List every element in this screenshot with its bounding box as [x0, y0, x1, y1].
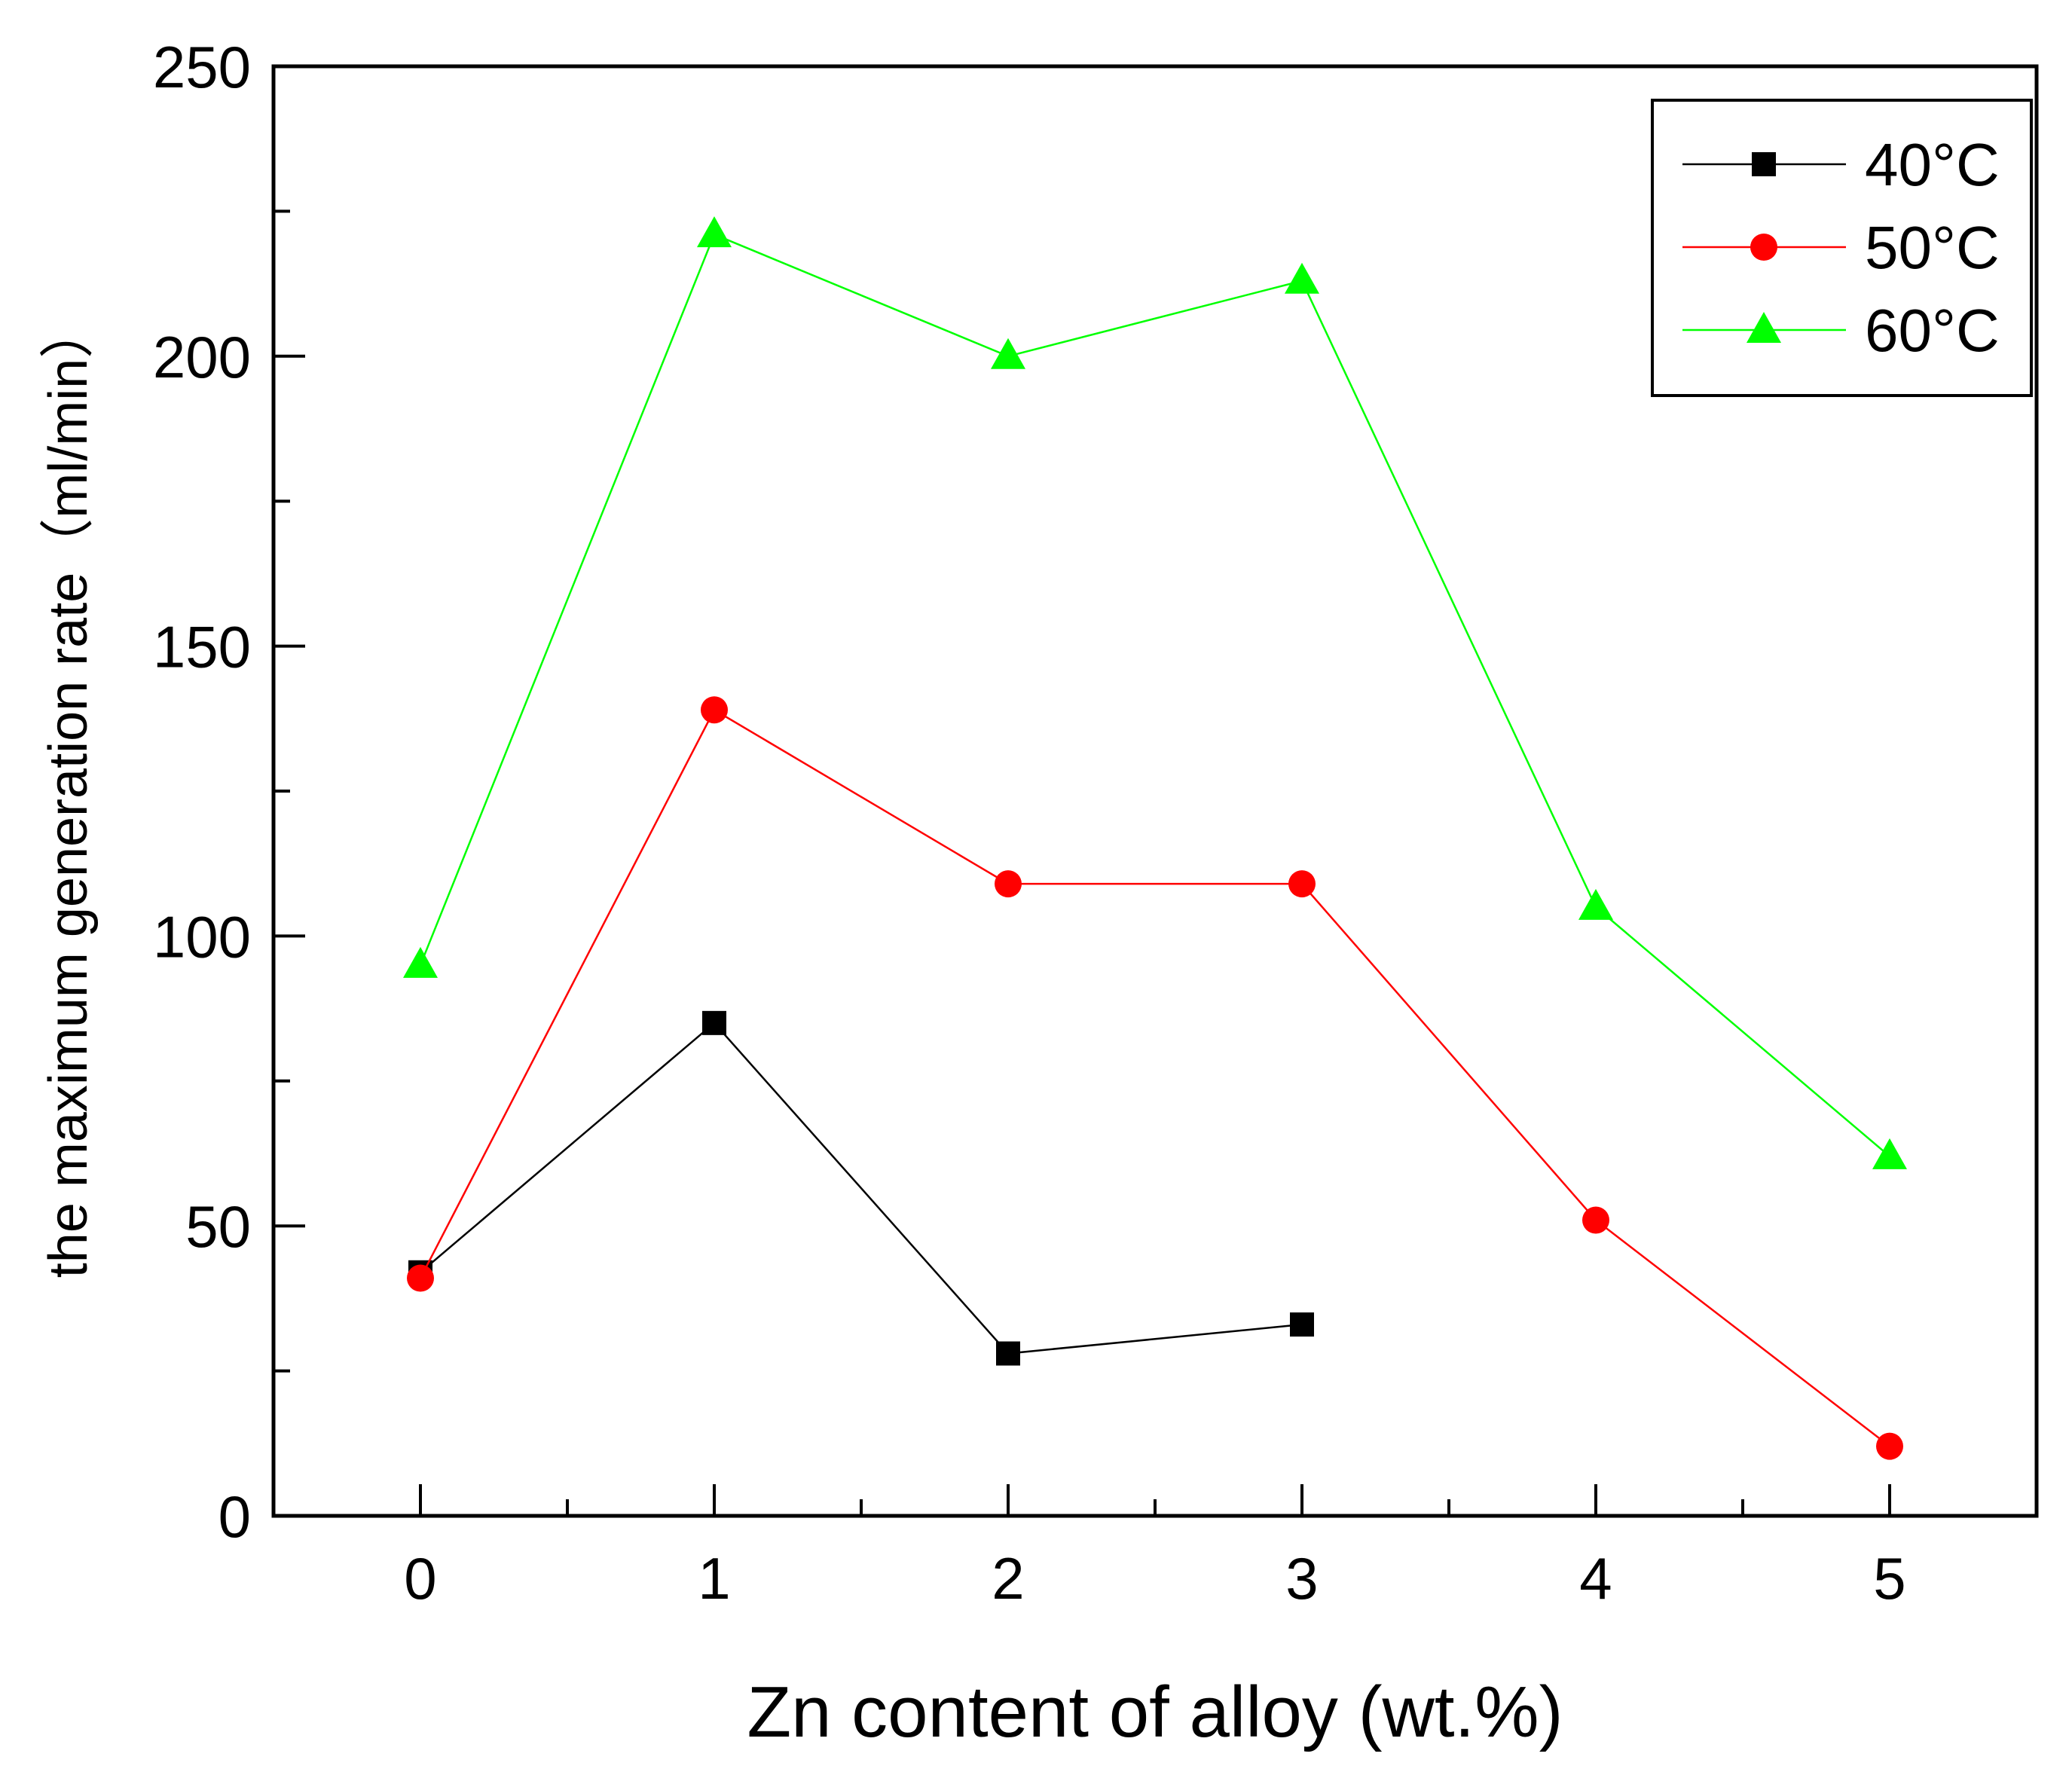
legend-label: 40°C [1865, 131, 2000, 198]
y-tick-label: 200 [153, 324, 251, 390]
y-tick-label: 100 [153, 903, 251, 970]
legend-label: 50°C [1865, 214, 2000, 281]
legend-label: 60°C [1865, 297, 2000, 364]
y-tick-label: 250 [153, 34, 251, 100]
data-point-40c [702, 1010, 726, 1035]
data-point-50c [1582, 1206, 1609, 1234]
legend-item-40c: 40°C [1682, 131, 2000, 198]
series-line-40c [420, 1022, 1303, 1355]
data-point-60c [1872, 1138, 1907, 1169]
series-40c [408, 1010, 1314, 1366]
data-point-40c [996, 1341, 1020, 1366]
x-tick-label: 3 [1285, 1545, 1318, 1612]
series-60c [403, 216, 1907, 1169]
x-tick-label: 0 [404, 1545, 436, 1612]
legend-marker [1750, 234, 1777, 261]
data-point-60c [991, 338, 1025, 369]
data-point-50c [1288, 870, 1316, 898]
legend-marker [1747, 312, 1781, 343]
x-tick-label: 1 [698, 1545, 730, 1612]
legend-marker [1752, 152, 1776, 176]
legend-item-60c: 60°C [1682, 297, 2000, 364]
y-tick-label: 0 [219, 1483, 251, 1550]
x-tick-label: 4 [1579, 1545, 1612, 1612]
legend: 40°C 50°C 60°C [1651, 99, 2033, 397]
y-tick-label: 50 [185, 1193, 251, 1260]
x-tick-label: 2 [992, 1545, 1024, 1612]
y-tick-label: 150 [153, 614, 251, 680]
x-axis-title: Zn content of alloy (wt.%) [747, 1672, 1563, 1752]
data-point-60c [1285, 262, 1319, 294]
data-point-40c [1290, 1312, 1314, 1337]
x-tick-label: 5 [1873, 1545, 1905, 1612]
data-point-50c [407, 1264, 434, 1292]
y-axis-title: the maximum generation rate（ml/min） [38, 304, 99, 1278]
series-group [403, 216, 1907, 1460]
data-point-50c [701, 696, 728, 724]
data-point-60c [1578, 888, 1613, 920]
data-point-60c [697, 216, 732, 248]
data-point-50c [1876, 1432, 1903, 1460]
series-line-50c [419, 708, 1890, 1447]
series-line-60c [419, 233, 1890, 1157]
series-50c [407, 696, 1903, 1460]
data-point-50c [995, 870, 1022, 898]
data-point-60c [403, 946, 438, 978]
tick-group [274, 65, 1891, 1517]
legend-item-50c: 50°C [1682, 214, 2000, 281]
